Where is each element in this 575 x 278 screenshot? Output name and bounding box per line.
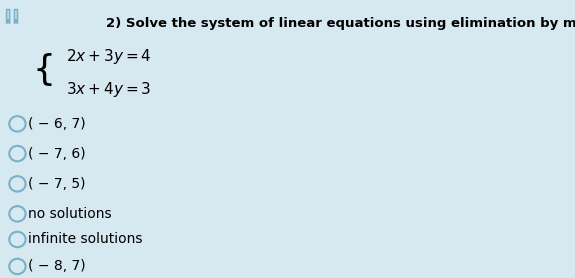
Text: 2) Solve the system of linear equations using elimination by multiplication.: 2) Solve the system of linear equations …	[106, 16, 575, 29]
Text: ( − 8, 7): ( − 8, 7)	[28, 259, 85, 274]
Text: {: {	[32, 53, 55, 87]
Text: $3x + 4y = 3$: $3x + 4y = 3$	[66, 80, 151, 99]
Text: infinite solutions: infinite solutions	[28, 232, 142, 247]
Text: ( − 7, 5): ( − 7, 5)	[28, 177, 85, 191]
Text: $2x + 3y = 4$: $2x + 3y = 4$	[66, 47, 151, 66]
Text: no solutions: no solutions	[28, 207, 111, 221]
Text: ( − 7, 6): ( − 7, 6)	[28, 147, 85, 161]
Text: ( − 6, 7): ( − 6, 7)	[28, 117, 85, 131]
